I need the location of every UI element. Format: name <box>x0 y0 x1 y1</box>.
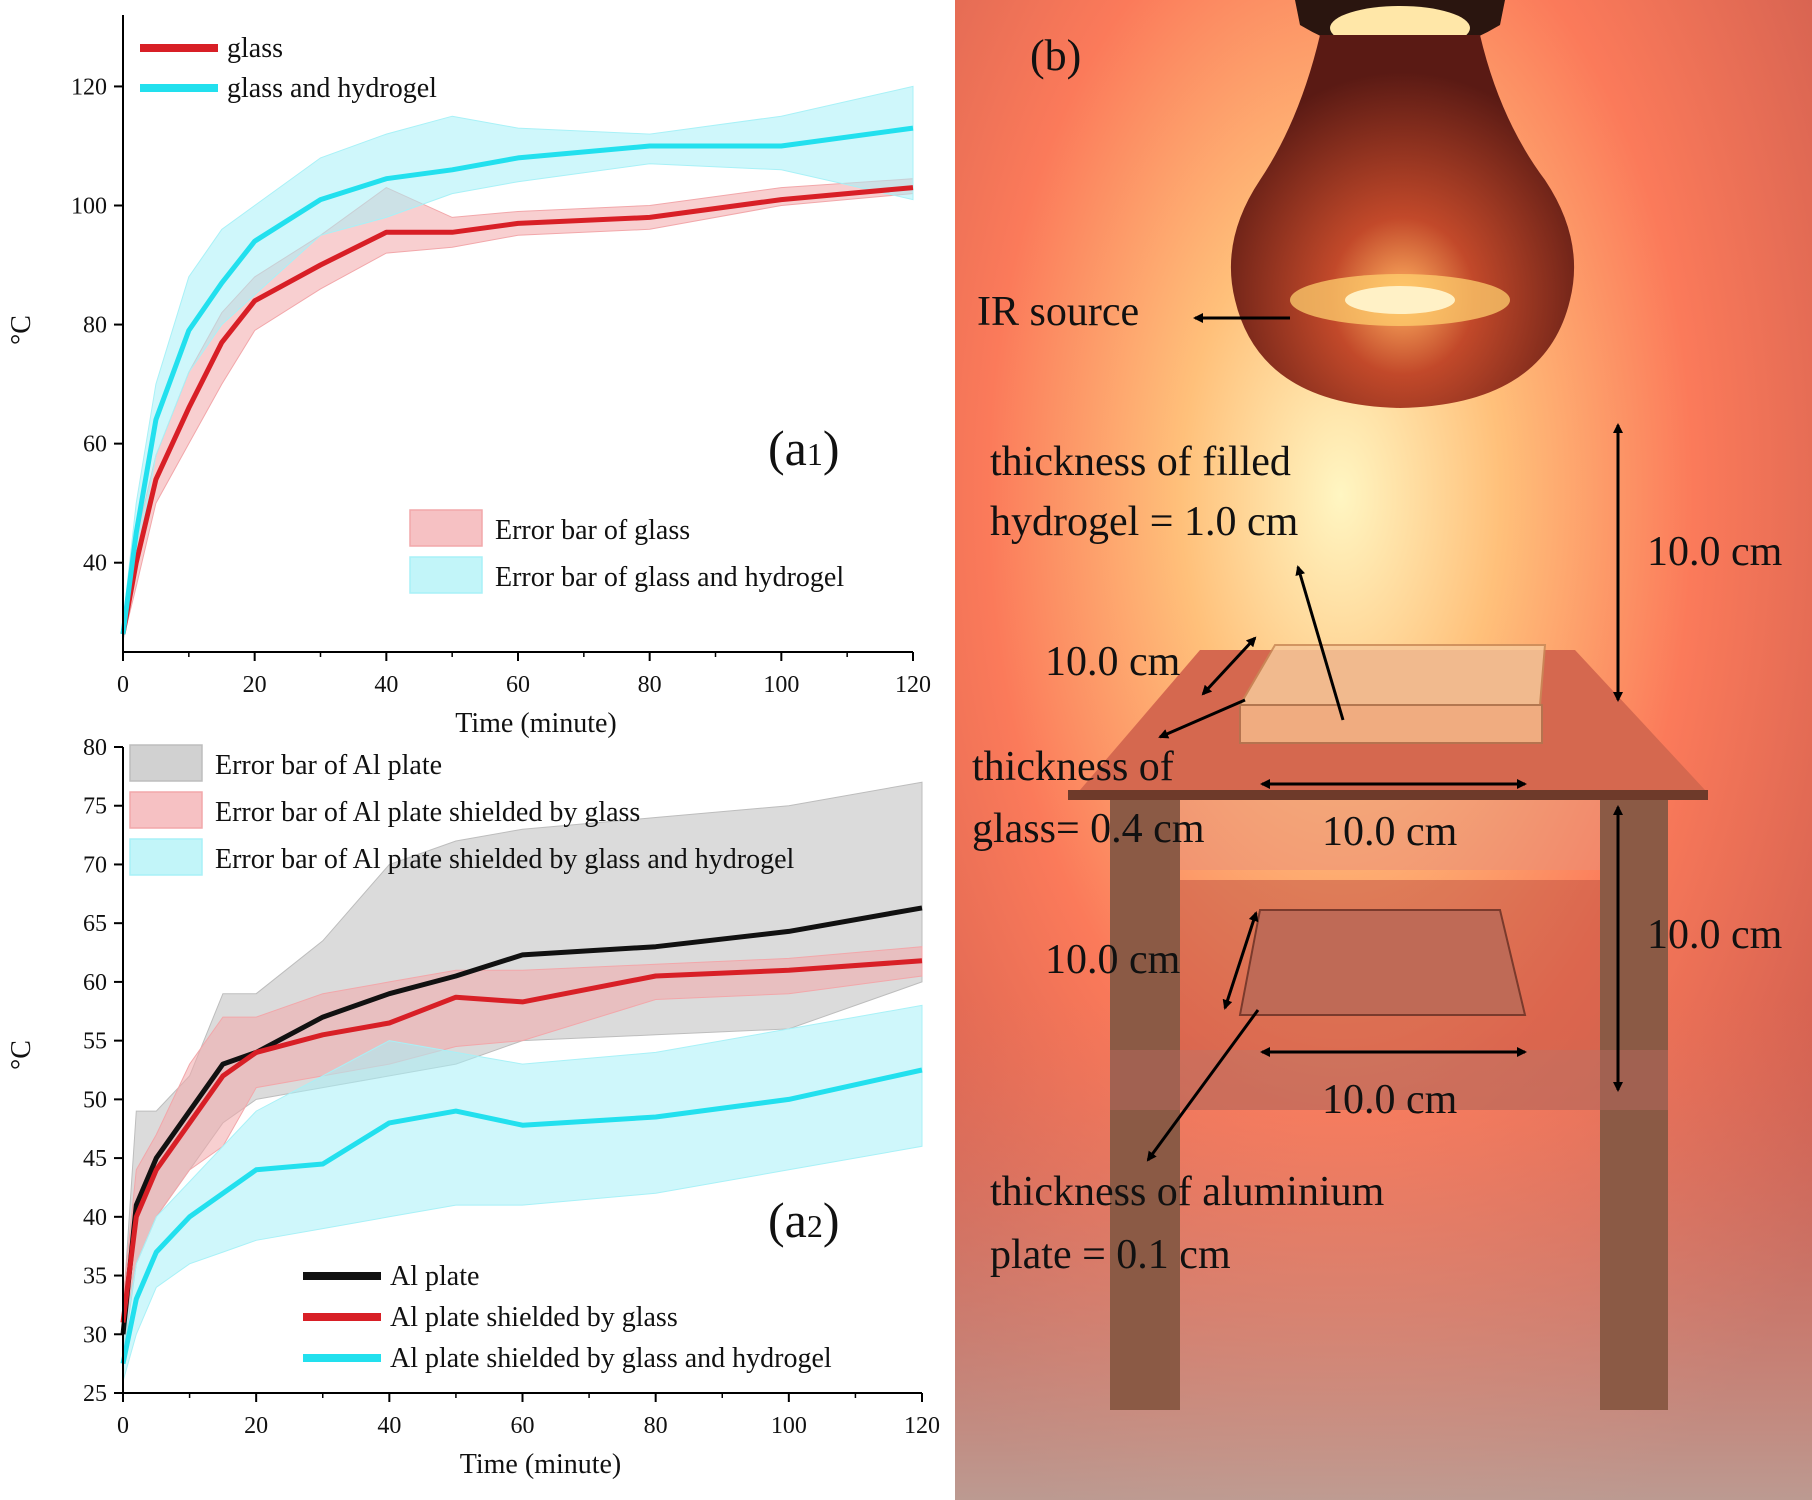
x-tick-label: 100 <box>763 672 799 698</box>
al-depth-label: 10.0 cm <box>1045 937 1181 983</box>
legend-band-swatch <box>409 509 483 547</box>
y-tick-label: 45 <box>83 1146 107 1172</box>
panel-label: (a1) <box>768 420 840 476</box>
y-tick-label: 65 <box>83 911 107 937</box>
hydrogel-label-line2: hydrogel = 1.0 cm <box>990 499 1299 545</box>
series-line-2 <box>120 958 923 1323</box>
y-tick-label: 30 <box>83 1322 107 1348</box>
series-line-1 <box>120 905 923 1335</box>
glass-depth-label: 10.0 cm <box>1045 639 1181 685</box>
al-label-line2: plate = 0.1 cm <box>990 1232 1231 1278</box>
y-tick-label: 70 <box>83 852 107 878</box>
y-tick-label: 40 <box>83 551 107 577</box>
x-tick-label: 0 <box>117 672 129 698</box>
legend-band-label: Error bar of Al plate shielded by glass <box>215 797 640 828</box>
table-setup <box>1068 644 1708 1410</box>
x-tick-label: 60 <box>506 672 530 698</box>
error-band-3 <box>122 1004 923 1382</box>
panel-label-b: (b) <box>1030 31 1081 80</box>
panel-label-main: (a <box>768 420 807 476</box>
chart-panel-a2: 0 20 40 60 80 100 120 25 30 35 40 45 50 55 60 65 70 75 80 T… <box>6 735 940 1480</box>
x-tick-label: 40 <box>374 672 398 698</box>
y-tick-label: 55 <box>83 1029 107 1055</box>
panel-label: (a2) <box>768 1192 840 1248</box>
legend-band-swatch <box>409 556 483 594</box>
hydrogel-label-line1: thickness of filled <box>990 439 1291 485</box>
lamp-gap-label: 10.0 cm <box>1647 529 1783 575</box>
y-tick-label: 75 <box>83 794 107 820</box>
y-axis-label: °C <box>6 315 37 345</box>
legend-line-label: glass and hydrogel <box>227 73 437 104</box>
y-tick-label: 25 <box>83 1381 107 1407</box>
panel-label-sub: 2 <box>807 1208 823 1244</box>
legend-band-label: Error bar of glass and hydrogel <box>495 562 844 593</box>
glass-label-line1: thickness of <box>972 744 1174 790</box>
y-tick-label: 60 <box>83 432 107 458</box>
annotation-arrows <box>1146 313 1623 1162</box>
ir-lamp <box>1230 0 1575 408</box>
panel-label-close: ) <box>823 1192 840 1248</box>
legend-band-swatch <box>129 744 203 782</box>
legend-line-label: glass <box>227 33 283 64</box>
glass-label-line2: glass= 0.4 cm <box>972 806 1205 852</box>
legend-band-label: Error bar of Al plate shielded by glass … <box>215 844 795 875</box>
legend-line-label: Al plate shielded by glass and hydrogel <box>390 1343 832 1374</box>
y-tick-label: 80 <box>83 313 107 339</box>
y-tick-label: 80 <box>83 735 107 761</box>
series-line-3 <box>120 1067 923 1365</box>
y-tick-label: 40 <box>83 1205 107 1231</box>
x-axis-label: Time (minute) <box>460 1449 622 1480</box>
legend-band-label: Error bar of Al plate <box>215 750 442 781</box>
ir-source-label: IR source <box>977 289 1139 335</box>
x-tick-label: 80 <box>638 672 662 698</box>
error-band-2 <box>122 946 923 1347</box>
experiment-photo: (b) IR source thickness of filled hydrog… <box>955 0 1812 1500</box>
panel-label-close: ) <box>823 420 840 476</box>
y-tick-label: 35 <box>83 1264 107 1290</box>
x-tick-label: 40 <box>377 1413 401 1439</box>
chart-panel-a1: 0 20 40 60 80 100 120 40 60 80 100 120 Time (minute)… <box>6 15 931 739</box>
y-tick-label: 120 <box>71 74 107 100</box>
legend-band-swatch <box>129 791 203 829</box>
x-tick-label: 60 <box>511 1413 535 1439</box>
series-line-2 <box>120 125 914 635</box>
legend-band-swatch <box>129 838 203 876</box>
x-tick-label: 120 <box>895 672 931 698</box>
y-tick-label: 60 <box>83 970 107 996</box>
panel-label-sub: 1 <box>807 436 823 472</box>
panel-label-main: (a <box>768 1192 807 1248</box>
legend-line-label: Al plate <box>390 1261 479 1292</box>
x-tick-label: 0 <box>117 1413 129 1439</box>
x-axis-label: Time (minute) <box>455 708 617 739</box>
y-tick-label: 100 <box>71 194 107 220</box>
glass-width-label: 10.0 cm <box>1322 809 1458 855</box>
series-line-1 <box>120 185 914 635</box>
y-tick-label: 50 <box>83 1087 107 1113</box>
x-tick-label: 80 <box>644 1413 668 1439</box>
x-tick-label: 20 <box>243 672 267 698</box>
table-height-label: 10.0 cm <box>1647 912 1783 958</box>
error-band-2 <box>122 85 914 641</box>
legend-band-label: Error bar of glass <box>495 515 690 546</box>
annotation-text: (b) IR source thickness of filled hydrog… <box>972 31 1783 1278</box>
x-tick-label: 20 <box>244 1413 268 1439</box>
legend-line-label: Al plate shielded by glass <box>390 1302 678 1333</box>
al-width-label: 10.0 cm <box>1322 1077 1458 1123</box>
x-tick-label: 120 <box>904 1413 940 1439</box>
y-axis-label: °C <box>6 1040 37 1070</box>
al-label-line1: thickness of aluminium <box>990 1169 1385 1215</box>
x-tick-label: 100 <box>771 1413 807 1439</box>
